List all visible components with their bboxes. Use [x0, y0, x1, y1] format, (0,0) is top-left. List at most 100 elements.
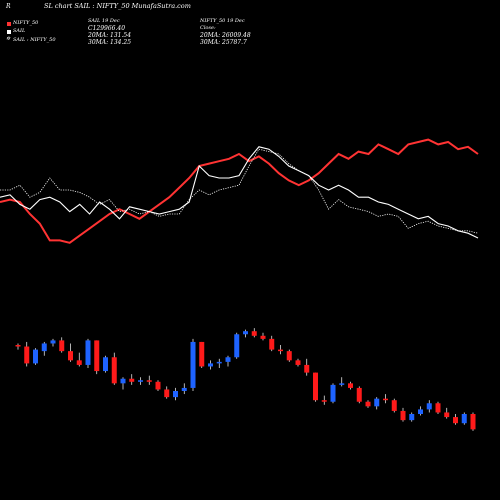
nifty-20ma: 20MA: 26009.48 [200, 32, 251, 39]
chart-title: SL chart SAIL : NIFTY_50 MunafaSutra.com [44, 2, 191, 10]
candle-body [391, 400, 397, 411]
candle-body [286, 351, 292, 361]
candle-body [208, 363, 213, 367]
candle [435, 401, 441, 414]
candle [453, 414, 458, 425]
candle-body [461, 414, 467, 424]
candle-body [15, 345, 21, 347]
candle [304, 358, 310, 376]
candle [383, 394, 388, 404]
candle [444, 407, 450, 419]
candle [76, 352, 82, 367]
candle-body [348, 383, 353, 388]
sail-date: SAIL 19 Dec [88, 18, 120, 24]
candle-body [365, 401, 371, 407]
candle-body [339, 383, 345, 385]
candle [85, 338, 91, 368]
candle [260, 332, 266, 341]
candle [225, 355, 231, 367]
candle [374, 397, 380, 410]
sail-overlap: C129966.40 [88, 25, 126, 32]
candle [313, 372, 318, 402]
candle-body [321, 400, 327, 402]
candle-body [24, 346, 30, 364]
candle [409, 412, 415, 422]
candle-body [199, 341, 205, 367]
legend-ratio-icon: ✲ [6, 36, 11, 42]
candle [155, 380, 161, 391]
candle [365, 400, 371, 408]
candle-body [444, 412, 450, 418]
candle [190, 338, 196, 391]
candle [348, 381, 353, 390]
candle-body [41, 343, 47, 352]
candle [243, 329, 248, 338]
candle [286, 349, 292, 362]
candle-body [400, 410, 406, 421]
candle-body [216, 361, 222, 364]
candle-body [225, 357, 231, 362]
candle [103, 355, 108, 373]
legend-nifty: NIFTY_50 [13, 20, 39, 26]
candle-body [155, 381, 161, 390]
candle [24, 341, 30, 367]
candle-body [260, 335, 266, 339]
candle-body [111, 357, 117, 384]
sail-30ma: 30MA: 134.25 [88, 39, 132, 46]
legend-swatch-nifty [7, 22, 11, 26]
nifty-30ma: 30MA: 25787.7 [200, 39, 247, 46]
candle [426, 400, 432, 413]
candle [234, 332, 240, 359]
candle-body [76, 360, 82, 365]
candle [418, 406, 423, 416]
candle-body [453, 417, 458, 424]
candle-body [470, 414, 476, 430]
candle [59, 337, 65, 353]
candle [330, 383, 336, 404]
candle [181, 383, 187, 395]
candle-body [59, 340, 65, 352]
candle [33, 348, 38, 365]
candle-body [146, 380, 152, 382]
legend-swatch-sail [7, 30, 11, 34]
candle-body [278, 349, 283, 352]
candle-body [234, 334, 240, 358]
candle-body [181, 387, 187, 391]
candle-body [418, 409, 423, 414]
candle-body [173, 391, 178, 398]
legend-ratio: SAIL : NIFTY_50 [13, 37, 56, 43]
candle-body [190, 341, 196, 388]
candle-body [94, 340, 100, 372]
candle [164, 386, 170, 399]
candle [295, 358, 301, 367]
candle [199, 341, 205, 368]
sail-line [0, 146, 479, 239]
candle-body [120, 378, 126, 384]
candle [138, 377, 143, 385]
candle-body [409, 414, 415, 421]
candle-body [304, 364, 310, 373]
candle [15, 343, 21, 350]
ratio-line [0, 138, 479, 244]
candle-body [68, 351, 73, 361]
candle [129, 374, 135, 385]
candle [208, 360, 213, 370]
candle-body [330, 384, 336, 402]
candle [94, 340, 100, 375]
candle [120, 377, 126, 390]
candle-body [295, 360, 301, 365]
candle-body [164, 389, 170, 398]
candle-body [103, 357, 108, 372]
candle [68, 343, 73, 362]
candle [146, 375, 152, 385]
candle [251, 328, 257, 338]
candle-body [243, 331, 248, 335]
candle [339, 377, 345, 387]
candle-body [33, 349, 38, 364]
nifty-date: NIFTY_50 19 Dec [200, 18, 245, 24]
nifty-line [0, 148, 479, 234]
candle-body [138, 380, 143, 382]
candle [400, 407, 406, 422]
